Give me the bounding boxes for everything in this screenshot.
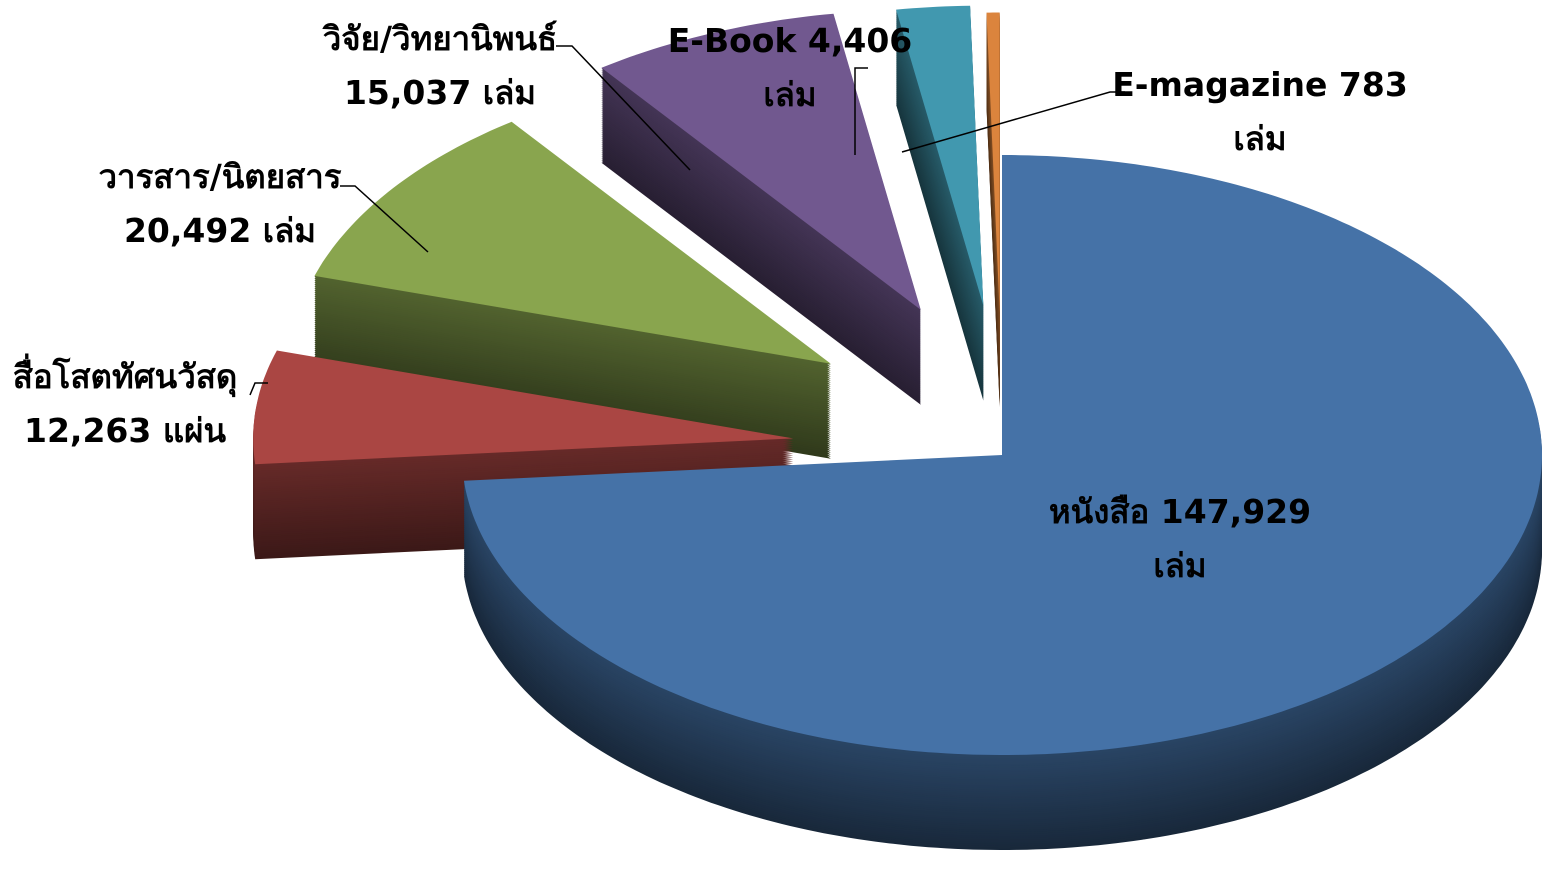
leader-line [249, 382, 268, 396]
category-label: วิจัย/วิทยานิพนธ์ [322, 19, 558, 58]
value-label: 147,929 เล่ม [1153, 492, 1312, 585]
slice [601, 13, 921, 310]
value-label: 4,406 เล่ม [763, 21, 913, 114]
data-label: E-magazine 783 เล่ม [1110, 58, 1410, 166]
leader-line [340, 185, 429, 253]
leader-line [556, 45, 691, 171]
slice [314, 121, 831, 364]
data-label: E-Book 4,406 เล่ม [640, 14, 940, 122]
value-label: 15,037 เล่ม [343, 73, 537, 112]
value-label: 783 เล่ม [1233, 65, 1408, 158]
slice [464, 155, 1542, 755]
value-label: 20,492 เล่ม [123, 211, 317, 250]
value-label: 12,263 แผ่น [24, 411, 226, 450]
data-label: สื่อโสตทัศนวัสดุ 12,263 แผ่น [0, 350, 250, 458]
data-label: วิจัย/วิทยานิพนธ์ 15,037 เล่ม [290, 12, 590, 120]
category-label: วารสาร/นิตยสาร [98, 157, 342, 196]
category-label: หนังสือ [1048, 492, 1150, 531]
leader-line [901, 91, 1125, 153]
category-label: E-magazine [1112, 65, 1328, 104]
data-label: วารสาร/นิตยสาร 20,492 เล่ม [60, 150, 380, 258]
leader-line [854, 67, 868, 155]
category-label: E-Book [667, 21, 797, 60]
category-label: สื่อโสตทัศนวัสดุ [12, 357, 238, 396]
data-label: หนังสือ 147,929 เล่ม [1030, 485, 1330, 593]
slice [896, 5, 984, 306]
slice [986, 12, 1000, 313]
slice [253, 350, 794, 465]
